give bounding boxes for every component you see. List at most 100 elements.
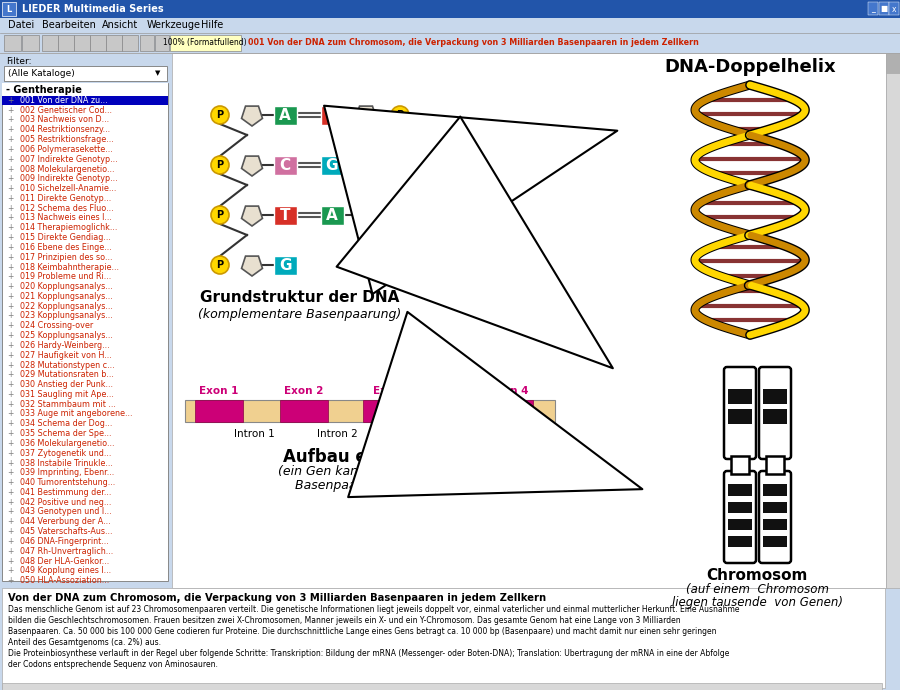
Text: +: + bbox=[7, 331, 14, 340]
Text: Exon 1: Exon 1 bbox=[199, 386, 238, 396]
Text: +: + bbox=[7, 164, 14, 173]
Text: +: + bbox=[7, 351, 14, 359]
Text: ▼: ▼ bbox=[155, 70, 160, 76]
FancyBboxPatch shape bbox=[320, 206, 344, 224]
FancyBboxPatch shape bbox=[886, 53, 900, 73]
Text: +: + bbox=[7, 448, 14, 457]
Text: 005 Restriktionsfrage...: 005 Restriktionsfrage... bbox=[20, 135, 113, 144]
Text: +: + bbox=[7, 546, 14, 555]
Text: 100% (Formatfullend): 100% (Formatfullend) bbox=[163, 38, 247, 47]
Text: 031 Saugling mit Ape...: 031 Saugling mit Ape... bbox=[20, 390, 114, 399]
Text: L: L bbox=[6, 5, 12, 14]
Text: +: + bbox=[7, 175, 14, 184]
Circle shape bbox=[211, 256, 229, 274]
Text: 003 Nachweis von D...: 003 Nachweis von D... bbox=[20, 115, 109, 124]
Text: liegen tausende  von Genen): liegen tausende von Genen) bbox=[671, 596, 842, 609]
Text: Basenpaaren bestehen): Basenpaaren bestehen) bbox=[295, 479, 445, 492]
Text: +: + bbox=[7, 360, 14, 370]
Text: 026 Hardy-Weinberg...: 026 Hardy-Weinberg... bbox=[20, 341, 110, 350]
FancyBboxPatch shape bbox=[889, 2, 899, 15]
Text: A: A bbox=[279, 108, 291, 123]
Text: 039 Imprinting, Ebenr...: 039 Imprinting, Ebenr... bbox=[20, 469, 114, 477]
FancyBboxPatch shape bbox=[868, 2, 878, 15]
FancyBboxPatch shape bbox=[2, 95, 168, 106]
Polygon shape bbox=[356, 206, 376, 226]
Text: P: P bbox=[216, 260, 223, 270]
Text: 009 Indirekte Genotyp...: 009 Indirekte Genotyp... bbox=[20, 175, 118, 184]
Text: +: + bbox=[7, 469, 14, 477]
Text: +: + bbox=[7, 409, 14, 419]
Text: 006 Polymerasekette...: 006 Polymerasekette... bbox=[20, 145, 112, 154]
Text: 014 Therapiemoglichk...: 014 Therapiemoglichk... bbox=[20, 224, 117, 233]
Text: +: + bbox=[7, 508, 14, 517]
Text: 011 Direkte Genotyp...: 011 Direkte Genotyp... bbox=[20, 194, 112, 203]
Circle shape bbox=[211, 206, 229, 224]
Text: Exon 2: Exon 2 bbox=[284, 386, 324, 396]
Text: +: + bbox=[7, 184, 14, 193]
Text: +: + bbox=[7, 106, 14, 115]
Text: +: + bbox=[7, 155, 14, 164]
Text: +: + bbox=[7, 390, 14, 399]
Text: (ein Gen kann aus tausenden: (ein Gen kann aus tausenden bbox=[278, 465, 462, 478]
Text: +: + bbox=[7, 96, 14, 105]
Text: 012 Schema des Fluo...: 012 Schema des Fluo... bbox=[20, 204, 113, 213]
Text: +: + bbox=[7, 243, 14, 252]
Text: +: + bbox=[7, 322, 14, 331]
FancyBboxPatch shape bbox=[724, 367, 756, 459]
Text: +: + bbox=[7, 380, 14, 389]
FancyBboxPatch shape bbox=[766, 456, 784, 474]
Text: Werkzeuge: Werkzeuge bbox=[147, 21, 201, 30]
Polygon shape bbox=[356, 156, 376, 176]
Text: +: + bbox=[7, 458, 14, 468]
Text: 016 Ebene des Einge...: 016 Ebene des Einge... bbox=[20, 243, 112, 252]
Text: +: + bbox=[7, 341, 14, 350]
FancyBboxPatch shape bbox=[879, 2, 889, 15]
Circle shape bbox=[211, 106, 229, 124]
FancyBboxPatch shape bbox=[763, 502, 787, 513]
Text: T: T bbox=[280, 208, 290, 222]
Text: 035 Schema der Spe...: 035 Schema der Spe... bbox=[20, 429, 112, 438]
FancyBboxPatch shape bbox=[763, 408, 787, 424]
Circle shape bbox=[391, 106, 409, 124]
FancyBboxPatch shape bbox=[74, 34, 89, 50]
Text: 049 Kopplung eines I...: 049 Kopplung eines I... bbox=[20, 566, 111, 575]
Text: 007 Indirekte Genotyp...: 007 Indirekte Genotyp... bbox=[20, 155, 118, 164]
Text: +: + bbox=[7, 576, 14, 585]
FancyBboxPatch shape bbox=[0, 33, 900, 53]
FancyBboxPatch shape bbox=[320, 106, 344, 124]
Text: +: + bbox=[7, 527, 14, 536]
Text: +: + bbox=[7, 566, 14, 575]
Text: 020 Kopplungsanalys...: 020 Kopplungsanalys... bbox=[20, 282, 112, 291]
FancyBboxPatch shape bbox=[2, 83, 168, 581]
Polygon shape bbox=[241, 106, 263, 126]
Polygon shape bbox=[241, 256, 263, 276]
Text: bilden die Geschlechtschromosomen. Frauen besitzen zwei X-Chromosomen, Manner je: bilden die Geschlechtschromosomen. Fraue… bbox=[8, 616, 680, 625]
Text: 042 Positive und neg...: 042 Positive und neg... bbox=[20, 497, 112, 506]
Text: 046 DNA-Fingerprint...: 046 DNA-Fingerprint... bbox=[20, 537, 109, 546]
FancyBboxPatch shape bbox=[728, 389, 752, 404]
FancyBboxPatch shape bbox=[728, 408, 752, 424]
FancyBboxPatch shape bbox=[763, 389, 787, 404]
Text: 018 Keimbahntherapie...: 018 Keimbahntherapie... bbox=[20, 262, 119, 271]
Text: +: + bbox=[7, 371, 14, 380]
FancyBboxPatch shape bbox=[731, 456, 749, 474]
Text: 023 Kopplungsanalys...: 023 Kopplungsanalys... bbox=[20, 311, 112, 320]
FancyBboxPatch shape bbox=[0, 0, 900, 18]
Text: 048 Der HLA-Genkor...: 048 Der HLA-Genkor... bbox=[20, 557, 109, 566]
Text: 043 Genotypen und I...: 043 Genotypen und I... bbox=[20, 508, 112, 517]
Text: LIEDER Multimedia Series: LIEDER Multimedia Series bbox=[22, 4, 164, 14]
Text: 050 HLA-Assoziation...: 050 HLA-Assoziation... bbox=[20, 576, 109, 585]
FancyBboxPatch shape bbox=[728, 536, 752, 547]
Text: 001 Von der DNA zu...: 001 Von der DNA zu... bbox=[20, 96, 108, 105]
Text: 038 Instabile Trinukle...: 038 Instabile Trinukle... bbox=[20, 458, 112, 468]
FancyBboxPatch shape bbox=[759, 471, 791, 563]
FancyBboxPatch shape bbox=[728, 484, 752, 495]
Text: 037 Zytogenetik und...: 037 Zytogenetik und... bbox=[20, 448, 112, 457]
Text: _: _ bbox=[871, 5, 875, 14]
Text: +: + bbox=[7, 439, 14, 448]
FancyBboxPatch shape bbox=[155, 34, 168, 50]
Text: +: + bbox=[7, 518, 14, 526]
Text: +: + bbox=[7, 194, 14, 203]
Text: 028 Mutationstypen c...: 028 Mutationstypen c... bbox=[20, 360, 114, 370]
FancyBboxPatch shape bbox=[2, 83, 168, 96]
